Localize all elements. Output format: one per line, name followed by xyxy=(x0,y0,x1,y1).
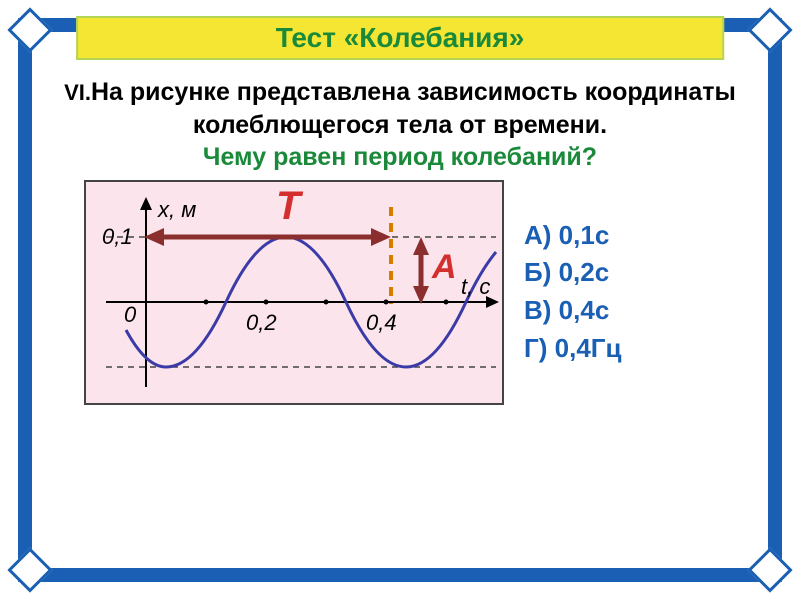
question-prompt: Чему равен период колебаний? xyxy=(203,143,597,171)
answer-option-g[interactable]: Г) 0,4Гц xyxy=(524,330,622,368)
decorative-border: Тест «Колебания» VI.На рисунке представл… xyxy=(18,18,782,582)
content-area: VI.На рисунке представлена зависимость к… xyxy=(32,32,768,415)
corner-ornament xyxy=(7,547,52,592)
question-body: На рисунке представлена зависимость коор… xyxy=(91,78,736,139)
amplitude-label-A: А xyxy=(432,248,457,287)
x-tick-2: 0,4 xyxy=(366,310,397,335)
answer-value: 0,4с xyxy=(559,295,610,325)
answer-letter: Г) xyxy=(524,333,547,363)
answer-value: 0,1с xyxy=(559,220,610,250)
x-tick-1: 0,2 xyxy=(246,310,277,335)
main-row: х, м 0,1 0 0,2 0,4 t, с xyxy=(54,180,746,405)
y-tick-label: 0,1 xyxy=(102,224,133,249)
x-axis-label: t, с xyxy=(461,274,490,299)
answer-letter: В) xyxy=(524,295,551,325)
answer-value: 0,2с xyxy=(559,257,610,287)
slide-frame: Тест «Колебания» VI.На рисунке представл… xyxy=(0,0,800,600)
answer-option-a[interactable]: А) 0,1с xyxy=(524,217,622,255)
answer-option-b[interactable]: Б) 0,2с xyxy=(524,254,622,292)
answer-letter: А) xyxy=(524,220,551,250)
period-label-T: Т xyxy=(276,184,300,229)
question-text: VI.На рисунке представлена зависимость к… xyxy=(54,76,746,174)
answer-value: 0,4Гц xyxy=(555,333,622,363)
oscillation-chart: х, м 0,1 0 0,2 0,4 t, с xyxy=(84,180,504,405)
answer-options: А) 0,1с Б) 0,2с В) 0,4с Г) 0,4Гц xyxy=(524,217,622,368)
title-banner: Тест «Колебания» xyxy=(76,16,724,60)
y-axis-label: х, м xyxy=(157,197,196,222)
origin-label: 0 xyxy=(124,302,137,327)
question-number: VI. xyxy=(64,80,91,105)
answer-letter: Б) xyxy=(524,257,551,287)
answer-option-v[interactable]: В) 0,4с xyxy=(524,292,622,330)
corner-ornament xyxy=(747,547,792,592)
